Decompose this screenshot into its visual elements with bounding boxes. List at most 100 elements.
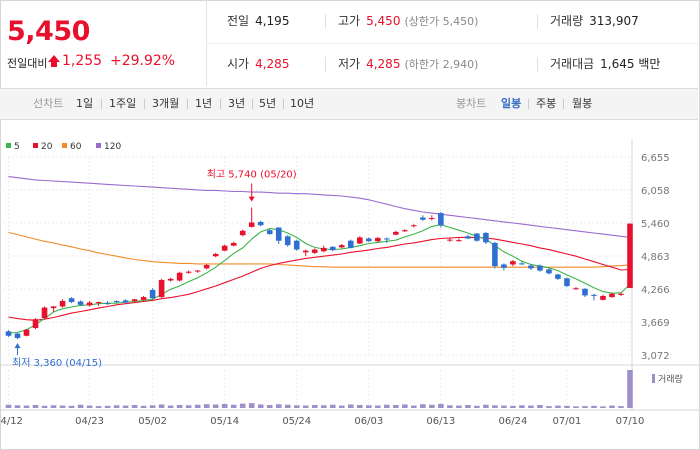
- volume-bar: [456, 405, 462, 408]
- candle-body: [77, 301, 84, 305]
- volume-bar: [447, 405, 453, 408]
- candle-body: [402, 230, 408, 232]
- candle-body: [194, 270, 201, 272]
- period-1y[interactable]: 1년: [195, 97, 213, 110]
- candle-body: [465, 236, 471, 239]
- y-tick-label: 5,460: [641, 219, 670, 230]
- candle-body: [347, 240, 354, 248]
- candle-body: [320, 247, 327, 252]
- volume-bar: [618, 406, 624, 408]
- candle-daily[interactable]: 일봉: [501, 97, 522, 110]
- volume-bar: [600, 406, 606, 408]
- x-tick-label: 05/24: [282, 416, 311, 427]
- period-10y[interactable]: 10년: [290, 97, 315, 110]
- y-tick-label: 3,669: [641, 318, 670, 329]
- current-price: 5,450: [7, 16, 90, 47]
- volume-bar: [23, 405, 30, 408]
- candle-body: [59, 300, 66, 307]
- candle-body: [140, 297, 147, 300]
- volume-bar: [365, 405, 372, 408]
- legend-label: 5: [14, 142, 20, 152]
- volume-bar: [546, 406, 552, 408]
- volume-bar: [537, 405, 543, 408]
- divider: [283, 99, 284, 109]
- volume-bar: [483, 404, 489, 408]
- prev-close-value: 4,195: [255, 14, 290, 28]
- y-tick-label: 6,655: [641, 153, 670, 164]
- volume-bar: [591, 405, 597, 408]
- amount-label: 거래대금: [550, 57, 595, 71]
- candle-weekly[interactable]: 주봉: [536, 97, 557, 110]
- period-3m[interactable]: 3개월: [152, 97, 180, 110]
- min-annotation: 최저 3,360 (04/15): [12, 357, 102, 369]
- divider: [144, 99, 145, 109]
- period-1d[interactable]: 1일: [76, 97, 94, 110]
- x-tick-label: 05/14: [210, 416, 239, 427]
- volume-bar: [627, 370, 633, 408]
- change-percent: +29.92%: [110, 53, 176, 69]
- volume-bar: [266, 405, 273, 408]
- stats-row-2: 시가 4,285 저가 4,285 (하한가 2,940) 거래대금 1,645 백만: [207, 43, 699, 86]
- period-5y[interactable]: 5년: [259, 97, 277, 110]
- prev-close-label: 전일: [227, 14, 250, 28]
- ma120-line: [8, 176, 631, 238]
- candle-body: [203, 265, 210, 269]
- candle-body: [311, 249, 318, 253]
- amount-unit: 백만: [638, 57, 661, 71]
- candle-body: [122, 300, 129, 303]
- candle-body: [438, 213, 444, 226]
- x-tick-label: 06/24: [498, 416, 527, 427]
- divider: [325, 57, 326, 72]
- candle-body: [158, 279, 165, 298]
- volume-bar: [411, 405, 417, 408]
- period-1w[interactable]: 1주일: [109, 97, 137, 110]
- ma20-line: [8, 236, 631, 321]
- volume-bar: [104, 405, 111, 408]
- period-3y[interactable]: 3년: [228, 97, 246, 110]
- candle-body: [230, 242, 237, 246]
- volume-bar: [320, 405, 327, 408]
- volume-bar: [555, 405, 561, 408]
- volume-bar: [86, 405, 93, 408]
- period-toolbar: 선차트 1일 1주일 3개월 1년 3년 5년 10년 봉차트 일봉 주봉 월봉: [0, 88, 698, 120]
- price-summary: 5,450 전일대비 1,255 +29.92%: [0, 0, 207, 86]
- volume-value: 313,907: [589, 14, 639, 28]
- volume-bar: [257, 404, 264, 408]
- volume-bar: [573, 406, 579, 408]
- volume-bar: [194, 404, 201, 408]
- volume-bar: [275, 404, 282, 408]
- divider: [528, 99, 529, 109]
- volume-bar: [140, 405, 147, 408]
- candle-body: [564, 278, 570, 287]
- volume-bar: [14, 405, 21, 408]
- volume-bar: [131, 405, 138, 408]
- candle-body: [95, 302, 102, 304]
- candle-body: [384, 238, 390, 240]
- max-annotation-arrowhead: [248, 196, 255, 202]
- candle-body: [609, 293, 615, 298]
- candle-body: [501, 264, 507, 268]
- legend-label: 120: [104, 142, 121, 152]
- volume-bar: [95, 406, 102, 408]
- candle-body: [338, 245, 345, 248]
- candle-body: [375, 237, 381, 242]
- legend-swatch: [96, 143, 101, 148]
- candle-body: [293, 240, 300, 250]
- volume-bar: [356, 405, 363, 408]
- change-value: 1,255: [62, 53, 103, 69]
- volume-bar: [582, 406, 588, 408]
- divider: [537, 57, 538, 72]
- legend-swatch: [62, 143, 67, 148]
- candle-body: [528, 265, 534, 269]
- candle-body: [555, 274, 561, 279]
- x-tick-label: 07/01: [553, 416, 582, 427]
- candle-body: [50, 306, 57, 309]
- volume-bar: [113, 405, 120, 408]
- candle-body: [266, 230, 273, 235]
- high-cell: 고가 5,450 (상한가 5,450): [338, 0, 478, 43]
- candle-body: [212, 253, 219, 257]
- volume-bar: [203, 404, 210, 408]
- candle-body: [492, 242, 498, 267]
- candle-monthly[interactable]: 월봉: [572, 97, 593, 110]
- volume-bar: [68, 405, 75, 408]
